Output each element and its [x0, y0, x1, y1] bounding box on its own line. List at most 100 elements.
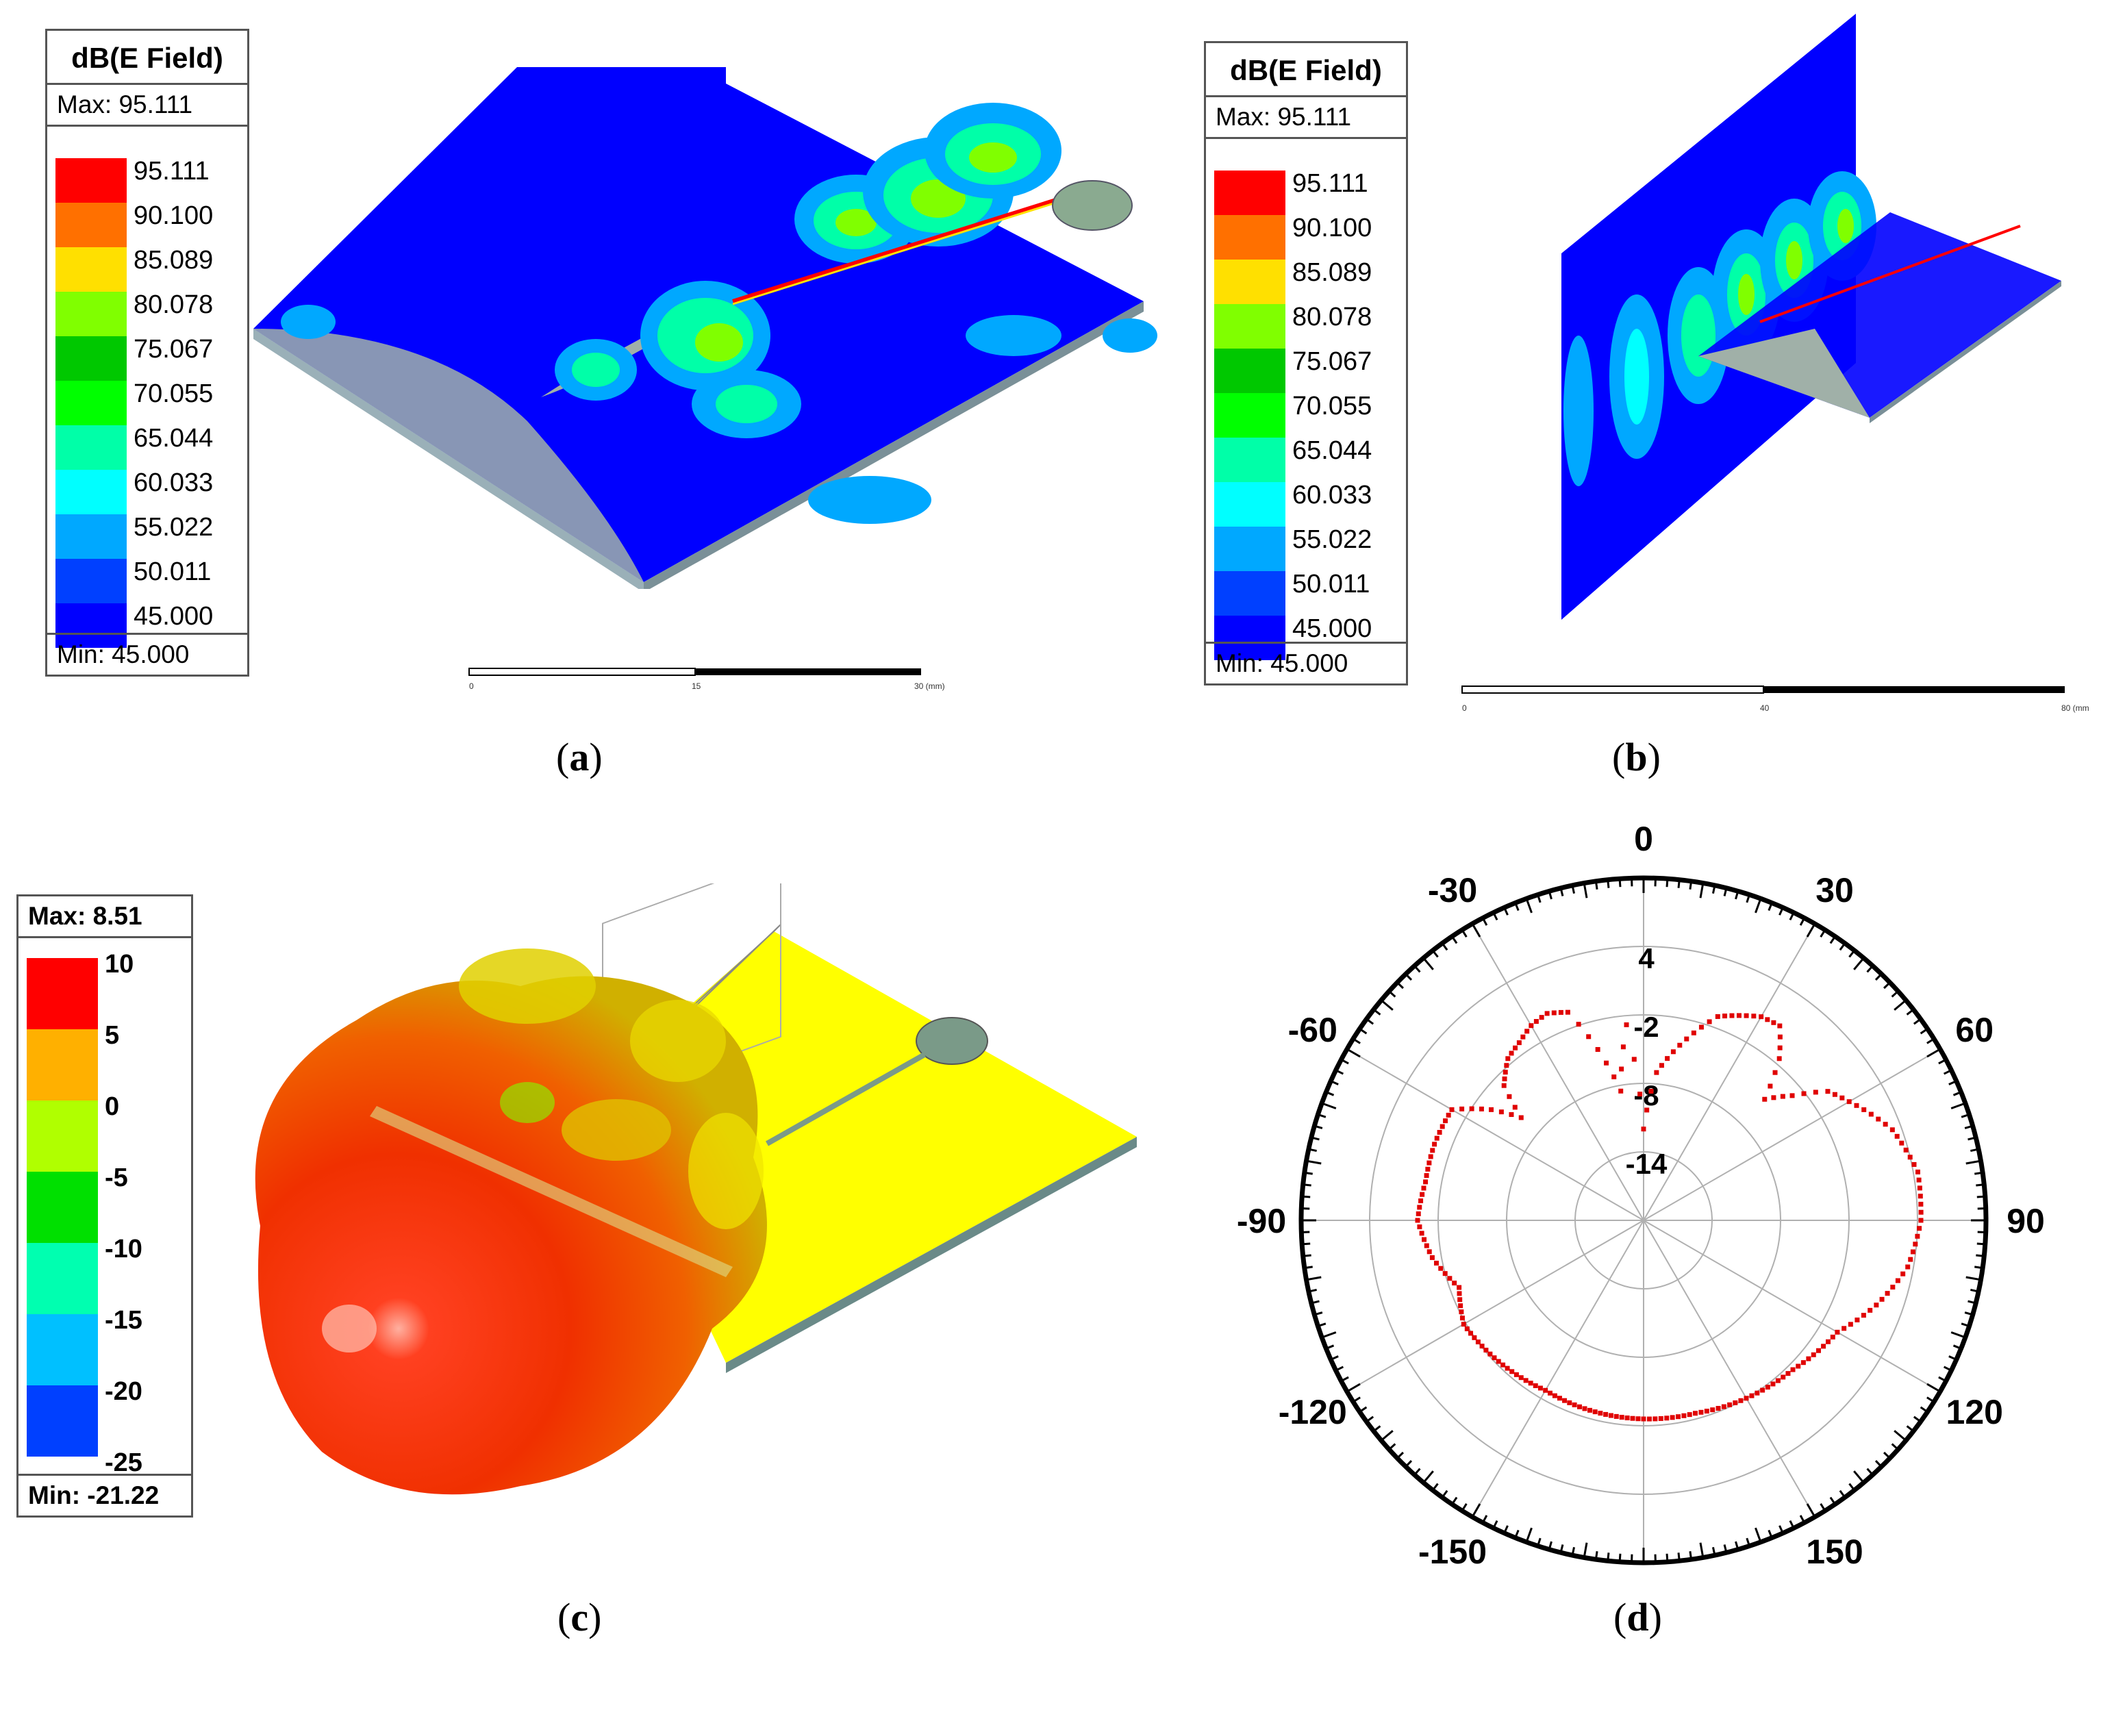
legend-swatch — [1214, 616, 1285, 660]
data-point — [1777, 1034, 1783, 1040]
data-point — [1452, 1281, 1457, 1286]
data-point — [1630, 1416, 1635, 1421]
angle-tick — [1311, 1300, 1320, 1305]
data-point — [1676, 1414, 1681, 1420]
angle-tick — [1789, 1520, 1795, 1529]
data-point — [1469, 1106, 1474, 1111]
data-point — [1648, 1088, 1654, 1094]
angle-tick — [1965, 1276, 1981, 1281]
caption-a-close: ) — [589, 735, 603, 779]
angle-tick — [1381, 999, 1394, 1011]
data-point — [1644, 1107, 1650, 1113]
angle-tick — [1974, 1171, 1983, 1175]
angle-tick — [1302, 1195, 1311, 1198]
data-point — [1608, 1413, 1613, 1418]
angle-label: 90 — [2007, 1202, 2045, 1240]
angle-tick — [1431, 1483, 1439, 1491]
angle-tick — [1711, 1547, 1716, 1556]
data-point — [1417, 1205, 1422, 1210]
angle-tick — [1607, 879, 1610, 888]
angle-tick — [1422, 1470, 1434, 1483]
data-point — [1429, 1255, 1435, 1260]
efield-board-a — [253, 67, 1157, 589]
angle-tick — [1388, 990, 1396, 998]
data-point — [1501, 1083, 1507, 1088]
data-point — [1537, 1385, 1543, 1391]
caption-d-open: ( — [1613, 1595, 1627, 1639]
angle-tick — [1938, 1058, 1947, 1065]
caption-c-letter: c — [570, 1595, 589, 1639]
data-point — [1498, 1109, 1504, 1115]
angle-tick — [1353, 1396, 1361, 1403]
data-point — [1729, 1013, 1735, 1018]
angle-tick — [1306, 1276, 1322, 1281]
data-point — [1715, 1014, 1720, 1019]
legend-swatch — [1214, 527, 1285, 571]
data-point — [1551, 1010, 1557, 1016]
data-point — [1434, 1135, 1440, 1141]
data-point — [1825, 1089, 1831, 1094]
angle-tick — [1891, 990, 1899, 998]
angle-tick — [1471, 1503, 1481, 1518]
data-point — [1428, 1154, 1433, 1159]
angle-tick — [1874, 1459, 1883, 1468]
legend-tick-label: 65.044 — [1292, 436, 1372, 465]
data-point — [1771, 1020, 1776, 1025]
angle-tick — [1820, 1503, 1826, 1511]
data-point — [1738, 1398, 1744, 1403]
data-point — [1876, 1116, 1881, 1122]
scalebar-label: 40 — [1760, 703, 1770, 713]
data-point — [1509, 1051, 1514, 1056]
data-point — [1637, 1092, 1643, 1097]
angle-tick — [1340, 1058, 1349, 1065]
legend-scale: 10 5 0 -5 -10 -15 -20 -25 — [18, 951, 190, 1485]
data-point — [1874, 1303, 1879, 1308]
angle-tick — [1461, 929, 1468, 938]
angle-tick — [1353, 1037, 1361, 1044]
angle-tick — [1381, 1430, 1394, 1442]
angle-tick — [1441, 942, 1448, 951]
angle-tick — [1311, 1136, 1320, 1141]
legend-max: Max: 8.51 — [18, 896, 191, 938]
angle-tick — [1883, 981, 1891, 990]
legend-swatch — [1214, 393, 1285, 438]
data-point — [1422, 1237, 1427, 1242]
data-point — [1918, 1201, 1924, 1207]
data-point — [1879, 1296, 1885, 1302]
angle-tick — [1492, 1520, 1498, 1529]
legend-tick-label: 75.067 — [1292, 347, 1372, 376]
data-point — [1619, 1066, 1624, 1072]
data-point — [1547, 1390, 1552, 1396]
data-point — [1848, 1322, 1853, 1327]
angle-tick — [1848, 1483, 1856, 1491]
angle-tick — [1906, 1008, 1914, 1016]
scalebar-label: 30 (mm) — [914, 681, 945, 691]
data-point — [1665, 1056, 1670, 1061]
legend-swatch — [55, 292, 127, 336]
angle-tick — [1778, 1525, 1784, 1534]
legend-tick-label: -5 — [105, 1163, 128, 1192]
legend-c: Max: 8.51 10 5 0 -5 -10 -15 -20 -25 Min: -21.22 — [16, 894, 193, 1518]
data-point — [1513, 1045, 1518, 1051]
data-point — [1603, 1411, 1609, 1417]
data-point — [1800, 1360, 1806, 1366]
data-point — [1426, 1160, 1432, 1166]
caption-b-open: ( — [1612, 735, 1626, 779]
angle-tick — [1571, 885, 1576, 894]
data-point — [1576, 1022, 1581, 1027]
angle-tick — [1330, 1080, 1339, 1085]
angle-label: 30 — [1815, 871, 1854, 909]
legend-tick-label: 60.033 — [134, 468, 214, 497]
legend-min: Min: 45.000 — [1206, 642, 1406, 683]
angle-tick — [1413, 1468, 1421, 1476]
angle-tick — [1883, 1451, 1891, 1459]
legend-swatch — [55, 425, 127, 470]
legend-swatch — [55, 247, 127, 292]
caption-c: (c) — [557, 1594, 601, 1640]
data-point — [1846, 1099, 1852, 1105]
data-point — [1900, 1271, 1906, 1276]
legend-tick-label: 45.000 — [1292, 614, 1372, 643]
angle-tick — [1451, 935, 1458, 944]
angle-tick — [1829, 935, 1836, 944]
legend-swatch — [1214, 571, 1285, 616]
